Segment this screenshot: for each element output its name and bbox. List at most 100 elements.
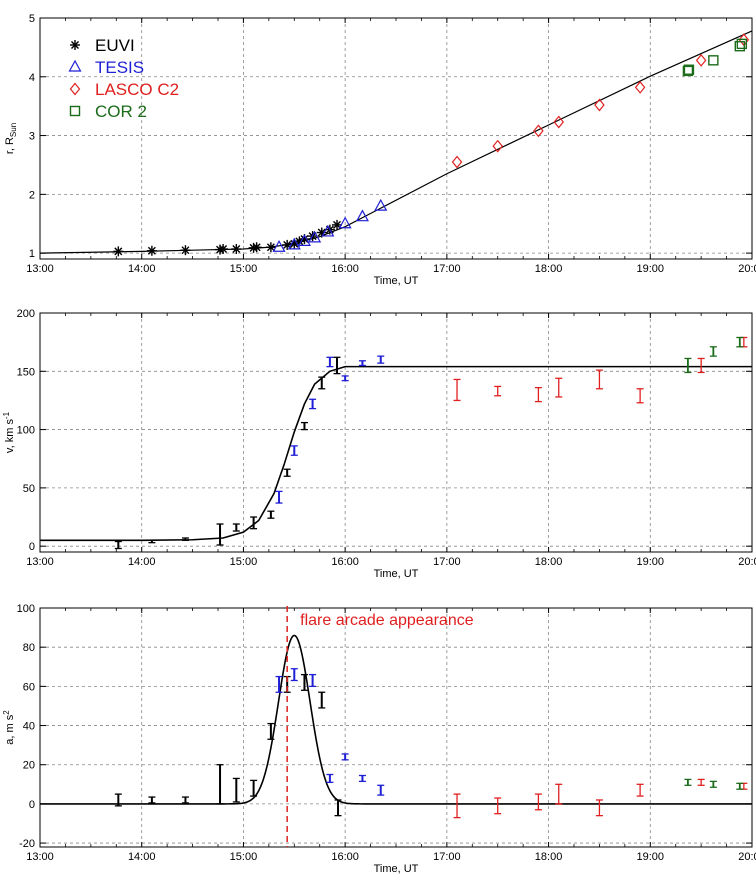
data-point-lasco-c2 xyxy=(634,80,646,94)
data-point-euvi xyxy=(180,245,191,256)
radius-panel: 13:00 14:00 15:00 16:00 17:00 18:00 19:00 20:00… xyxy=(4,13,756,287)
y-tick-label: 60 xyxy=(23,681,35,693)
accel-point-cor2 xyxy=(736,782,744,790)
asterisk-stroke xyxy=(283,240,292,249)
y-tick-label: 0 xyxy=(29,799,35,811)
velocity-point-cor2 xyxy=(709,346,717,357)
asterisk-stroke xyxy=(252,243,261,252)
velocity-point-lasco xyxy=(740,336,748,348)
x-axis-label: Time, UT xyxy=(374,568,419,580)
y-axis-label: r, RSun xyxy=(4,123,18,154)
y-tick-label: 20 xyxy=(23,760,35,772)
y-tick-label: 1 xyxy=(29,248,35,260)
x-tick-label: 14:00 xyxy=(128,556,156,568)
y-axis-label: v, km s-1 xyxy=(2,411,16,453)
x-tick-label: 15:00 xyxy=(230,263,258,275)
x-tick-label: 18:00 xyxy=(535,851,563,863)
accel-point-lasco xyxy=(453,793,461,819)
accel-point-lasco xyxy=(636,783,644,797)
y-tick-label: 4 xyxy=(29,72,35,84)
data-point-lasco-c2 xyxy=(451,155,463,169)
data-point-euvi xyxy=(113,246,124,257)
data-point-tesis xyxy=(287,237,301,250)
velocity-point-lasco xyxy=(453,378,461,402)
x-tick-label: 17:00 xyxy=(433,851,461,863)
x-axis-label: Time, UT xyxy=(374,863,419,875)
legend-label: TESIS xyxy=(95,58,144,77)
acceleration-fit-curve xyxy=(40,634,752,805)
data-point-cor-2 xyxy=(708,55,719,66)
data-point-cor-2 xyxy=(683,64,695,75)
legend-label: LASCO C2 xyxy=(95,80,179,99)
velocity-point-cor2 xyxy=(736,336,744,348)
data-point-tesis xyxy=(355,209,369,222)
accel-point-tesis xyxy=(377,784,385,796)
asterisk-stroke xyxy=(114,247,123,256)
x-tick-label: 13:00 xyxy=(26,851,54,863)
velocity-point-euvi xyxy=(232,523,240,532)
velocity-point-euvi xyxy=(250,516,258,530)
accel-point-lasco xyxy=(595,799,603,817)
legend-marker-cor-2 xyxy=(69,105,81,117)
x-tick-label: 15:00 xyxy=(230,851,258,863)
x-tick-label: 16:00 xyxy=(331,556,359,568)
x-tick-label: 17:00 xyxy=(433,556,461,568)
x-tick-label: 20:00 xyxy=(738,851,756,863)
data-point-euvi xyxy=(251,242,262,253)
velocity-point-euvi xyxy=(283,468,291,477)
accel-point-euvi xyxy=(114,793,122,807)
velocity-point-euvi xyxy=(114,540,122,550)
x-tick-label: 18:00 xyxy=(535,556,563,568)
velocity-point-lasco xyxy=(534,386,542,403)
x-tick-label: 14:00 xyxy=(128,851,156,863)
y-tick-label: 2 xyxy=(29,189,35,201)
y-tick-label: 0 xyxy=(29,541,35,553)
legend-marker-euvi xyxy=(70,40,80,50)
plot-frame xyxy=(39,312,753,553)
data-point-lasco-c2 xyxy=(533,124,544,138)
data-point-euvi xyxy=(231,244,242,255)
data-point-cor-2 xyxy=(734,41,745,52)
data-point-tesis xyxy=(272,239,286,252)
x-tick-label: 17:00 xyxy=(433,263,461,275)
plot-frame xyxy=(39,607,753,848)
accel-point-euvi xyxy=(232,777,240,803)
velocity-point-lasco xyxy=(636,388,644,404)
x-tick-label: 16:00 xyxy=(331,851,359,863)
flare-annotation: flare arcade appearance xyxy=(286,606,474,847)
velocity-point-euvi xyxy=(300,421,308,431)
legend-label: EUVI xyxy=(95,36,135,55)
x-tick-label: 18:00 xyxy=(535,263,563,275)
data-point-tesis xyxy=(338,216,352,229)
legend-label: COR 2 xyxy=(95,102,147,121)
legend: EUVI TESIS LASCO C2 COR 2 xyxy=(68,36,179,121)
x-axis-label: Time, UT xyxy=(374,275,419,287)
data-point-euvi xyxy=(265,242,276,253)
x-tick-label: 13:00 xyxy=(26,556,54,568)
data-point-tesis xyxy=(374,198,388,211)
asterisk-stroke xyxy=(333,220,342,229)
data-point-tesis xyxy=(297,234,311,246)
velocity-point-tesis xyxy=(326,356,334,368)
accel-point-euvi xyxy=(318,691,326,709)
velocity-point-euvi xyxy=(216,523,224,546)
data-point-cor-2 xyxy=(736,38,748,50)
asterisk-stroke xyxy=(317,228,326,237)
data-point-cor-2 xyxy=(682,65,694,77)
x-tick-label: 15:00 xyxy=(230,556,258,568)
velocity-point-euvi xyxy=(148,539,156,544)
accel-point-tesis xyxy=(341,753,349,761)
acceleration-panel: 13:00 14:00 15:00 16:00 17:00 18:00 19:00 20:00… xyxy=(2,603,756,875)
asterisk-stroke xyxy=(181,246,190,255)
velocity-point-tesis xyxy=(309,398,317,410)
velocity-point-tesis xyxy=(377,355,385,364)
velocity-point-euvi xyxy=(181,537,189,541)
y-tick-label: 50 xyxy=(23,483,35,495)
accel-point-tesis xyxy=(275,675,283,693)
accel-point-lasco xyxy=(555,783,563,805)
flare-annotation-label: flare arcade appearance xyxy=(300,612,474,629)
x-tick-label: 19:00 xyxy=(637,263,665,275)
data-point-euvi xyxy=(332,219,343,230)
plot-frame xyxy=(39,17,753,260)
